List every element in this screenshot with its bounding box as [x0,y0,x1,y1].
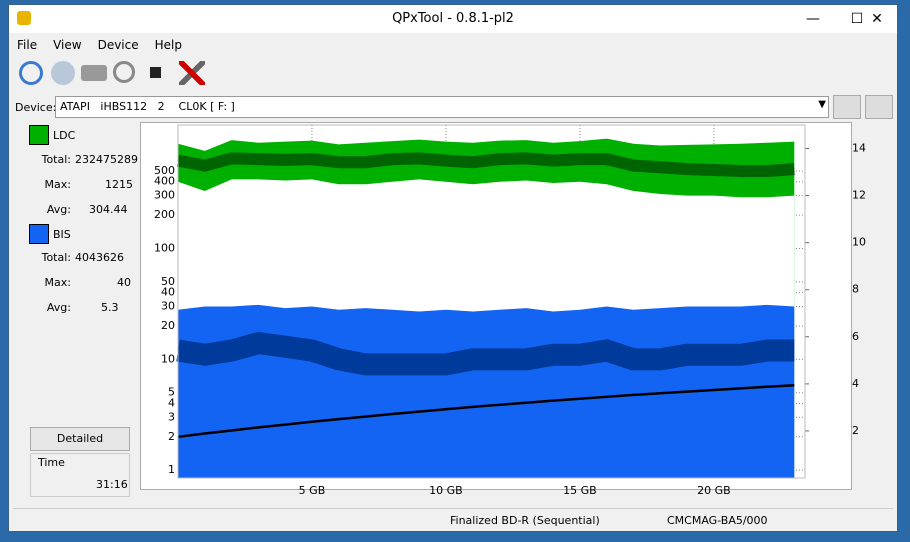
time-value: 31:16 [96,478,128,491]
close-button[interactable]: ✕ [871,11,883,27]
y-tick-label: 30 [161,299,175,312]
x-tick-label: 20 GB [697,484,731,497]
y2-tick-label: 8 [852,283,859,296]
eject-button[interactable] [833,95,861,119]
y2-tick-label: 10 [852,236,866,249]
menu-item[interactable]: Device [97,38,139,52]
y-tick-label: 20 [161,319,175,332]
bis-avg: 5.3 [101,301,119,314]
time-box: Time 31:16 [30,453,130,497]
device-select[interactable]: ATAPI iHBS112 2 CL0K [ F: ] ▼ [55,96,829,118]
ldc-avg: 304.44 [89,203,128,216]
bis-avg-line [176,331,795,376]
detailed-button[interactable]: Detailed [30,427,130,451]
media-id: CMCMAG-BA5/000 [667,514,768,527]
app-icon [17,11,31,25]
y-tick-label: 500 [154,164,175,177]
y-tick-label: 100 [154,241,175,254]
x-tick-label: 15 GB [563,484,597,497]
bis-max: 40 [117,276,131,289]
y-tick-label: 3 [168,410,175,423]
minimize-button[interactable]: — [806,11,820,27]
ldc-total-label: Total: [41,153,71,166]
y-tick-label: 50 [161,275,175,288]
y2-tick-label: 2 [852,424,859,437]
status-bar: Finalized BD-R (Sequential) CMCMAG-BA5/0… [13,508,893,529]
scan-icon[interactable] [113,61,135,83]
y2-tick-label: 4 [852,377,859,390]
y-tick-label: 2 [168,430,175,443]
y-tick-label: 400 [154,175,175,188]
bis-avg-label: Avg: [46,301,71,314]
speed-line [177,384,795,439]
ldc-max-label: Max: [44,178,71,191]
ldc-label: LDC [53,129,76,142]
bis-max-label: Max: [44,276,71,289]
y-tick-label: 300 [154,189,175,202]
y-tick-label: 10 [161,352,175,365]
x-tick-label: 10 GB [429,484,463,497]
disc-icon[interactable] [51,61,75,85]
y2-tick-label: 14 [852,142,866,155]
window-title: QPxTool - 0.8.1-pl2 [392,11,514,26]
disc-status: Finalized BD-R (Sequential) [450,514,600,527]
y-tick-label: 40 [161,286,175,299]
dropdown-arrow: ▼ [818,99,826,110]
ldc-avg-line [176,152,795,177]
ldc-avg-label: Avg: [46,203,71,216]
y-tick-label: 1 [168,463,175,476]
y2-tick-label: 12 [852,189,866,202]
refresh-icon[interactable] [19,61,43,85]
menu-item[interactable]: Help [154,38,182,52]
y-tick-label: 200 [154,208,175,221]
ldc-swatch [29,125,49,145]
y-tick-label: 5 [168,386,175,399]
menu-item[interactable]: View [53,38,82,52]
menu-bar: File View Device Help [13,38,194,52]
device-label: Device: [15,101,57,114]
device-value: ATAPI iHBS112 2 CL0K [ F: ] [60,100,235,113]
settings-icon[interactable] [179,61,205,85]
y-tick-label: 4 [168,396,175,409]
lock-button[interactable] [865,95,893,119]
maximize-button[interactable]: ☐ [850,11,864,27]
x-tick-label: 5 GB [299,484,326,497]
bis-label: BIS [53,228,71,241]
ldc-max: 1215 [105,178,133,191]
menu-item[interactable]: File [17,38,38,52]
bis-swatch [29,224,49,244]
title-bar: QPxTool - 0.8.1-pl2 — ☐ ✕ [9,5,897,33]
bis-total: 4043626 [75,251,124,264]
time-label: Time [38,456,65,469]
stop-icon[interactable] [150,67,161,78]
y2-tick-label: 6 [852,330,859,343]
drive-icon[interactable] [81,65,107,81]
ldc-total: 232475289 [75,153,138,166]
plot-frame [177,124,806,479]
bis-total-label: Total: [41,251,71,264]
